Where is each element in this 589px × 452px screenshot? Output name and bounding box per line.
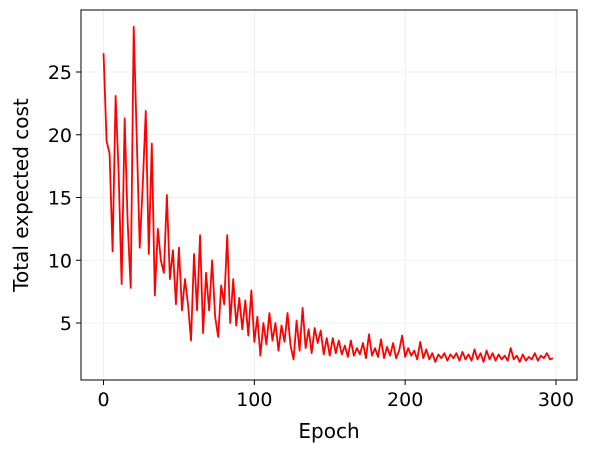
x-tick-label: 100 xyxy=(236,389,272,411)
y-tick-label: 25 xyxy=(48,62,72,84)
x-tick-label: 300 xyxy=(538,389,574,411)
y-tick-label: 10 xyxy=(48,250,72,272)
y-tick-label: 15 xyxy=(48,188,72,210)
y-tick-label: 20 xyxy=(48,125,72,147)
plot-frame xyxy=(80,9,578,381)
y-tick-label: 5 xyxy=(60,313,72,335)
x-axis-label: Epoch xyxy=(298,419,359,443)
y-axis-label: Total expected cost xyxy=(9,98,33,293)
x-tick-label: 0 xyxy=(97,389,109,411)
x-tick-label: 200 xyxy=(387,389,423,411)
data-line xyxy=(102,25,554,363)
